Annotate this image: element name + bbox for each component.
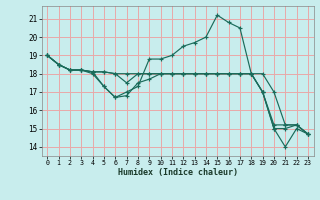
- X-axis label: Humidex (Indice chaleur): Humidex (Indice chaleur): [118, 168, 237, 177]
